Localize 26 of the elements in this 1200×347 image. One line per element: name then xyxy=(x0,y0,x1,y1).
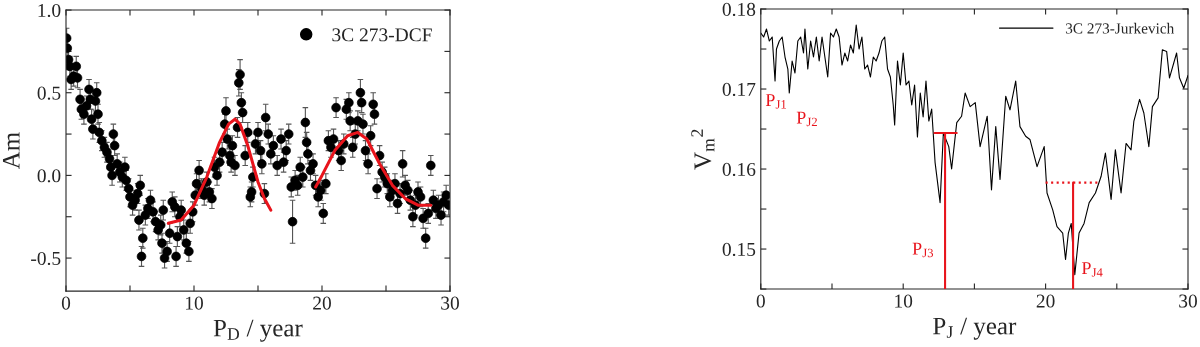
x-tick-label: 10 xyxy=(895,294,913,308)
y-tick-label: 0.18 xyxy=(722,2,756,17)
annotation: P$_{J1}$ xyxy=(765,94,786,109)
y-tick-label: -0.5 xyxy=(31,251,61,266)
y-axis-title: V$_{m}$$^{2}$ xyxy=(691,129,715,170)
x-tick-label: 0 xyxy=(756,294,765,308)
y-tick-label: 0.0 xyxy=(37,169,61,183)
x-tick-label: 20 xyxy=(1036,294,1055,308)
y-tick-label: 0.5 xyxy=(37,86,61,100)
y-tick-label: 0.16 xyxy=(722,162,756,177)
annotation: P$_{J4}$ xyxy=(1081,262,1103,277)
annotation: P$_{J3}$ xyxy=(912,242,934,258)
x-tick-label: 30 xyxy=(441,296,459,310)
annotation: P$_{J2}$ xyxy=(796,111,817,127)
y-tick-label: 1.0 xyxy=(38,3,61,18)
x-axis-title: P$_{J}$ / year xyxy=(933,317,1017,340)
x-axis-title: P$_{D}$ / year xyxy=(213,319,303,342)
y-tick-label: 0.17 xyxy=(722,82,756,97)
legend-label: 3C 273-DCF xyxy=(332,28,432,42)
x-tick-label: 0 xyxy=(61,296,71,310)
x-tick-label: 30 xyxy=(1179,294,1197,308)
legend-label: 3C 273-Jurkevich xyxy=(1065,22,1175,34)
x-tick-label: 20 xyxy=(313,296,331,310)
x-tick-label: 10 xyxy=(185,296,203,310)
y-tick-label: 0.15 xyxy=(722,242,756,257)
y-axis-title: Am xyxy=(2,132,20,170)
